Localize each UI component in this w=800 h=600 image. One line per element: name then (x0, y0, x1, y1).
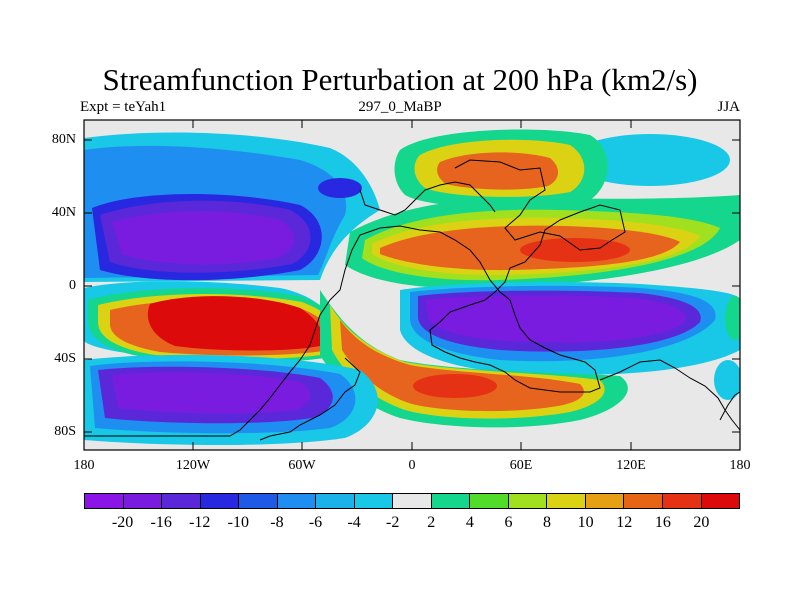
x-label-180w: 180 (73, 458, 95, 473)
colorbar-segment (585, 494, 625, 508)
colorbar-label: -20 (111, 514, 134, 531)
colorbar-label: 8 (543, 514, 552, 531)
colorbar-segment (239, 494, 278, 508)
x-label-120w: 120W (175, 458, 211, 473)
contour-violet-south (425, 295, 686, 343)
contour-red-north (520, 238, 630, 262)
colorbar-segment (547, 494, 586, 508)
colorbar-segment (162, 494, 201, 508)
outline-australia (599, 359, 741, 431)
colorbar-label: 10 (577, 514, 594, 531)
continent-outlines (84, 159, 741, 441)
contour-violet-north (112, 211, 295, 265)
colorbar-segment (393, 494, 432, 508)
plot-title: Streamfunction Perturbation at 200 hPa (… (102, 62, 698, 97)
colorbar-label: 4 (465, 514, 474, 531)
contour-cyan-east (570, 134, 730, 186)
y-label-0: 0 (69, 278, 76, 293)
colorbar-label: 12 (616, 514, 633, 531)
y-label-40n: 40N (51, 205, 76, 220)
colorbar-label: -8 (270, 514, 284, 531)
colorbar-label: -6 (308, 514, 323, 531)
colorbar-segment (316, 494, 355, 508)
contour-orange-arctic (437, 152, 559, 190)
outline-africa-eurasia (329, 159, 626, 393)
colorbar (84, 493, 740, 509)
contour-violet-sw2 (112, 372, 311, 414)
outline-americas (84, 299, 331, 437)
x-label-0: 0 (408, 458, 416, 473)
x-label-60w: 60W (288, 458, 316, 473)
outline-north-america (359, 181, 496, 216)
contour-green-east (725, 296, 740, 340)
y-ticks (84, 139, 740, 433)
colorbar-label: 2 (427, 514, 436, 531)
colorbar-label: -12 (189, 514, 211, 531)
colorbar-segment (431, 494, 471, 508)
colorbar-label: 20 (693, 514, 710, 531)
x-label-120e: 120E (616, 458, 646, 473)
colorbar-label: -4 (347, 514, 361, 531)
colorbar-label: -16 (150, 514, 172, 531)
y-label-80s: 80S (54, 424, 76, 439)
contour-blue-small (318, 178, 362, 198)
colorbar-segment (701, 494, 740, 508)
colorbar-segment (508, 494, 548, 508)
season-label: JJA (717, 99, 740, 115)
x-label-60e: 60E (509, 458, 533, 473)
y-label-40s: 40S (54, 351, 76, 366)
colorbar-segment (85, 494, 124, 508)
colorbar-segment (470, 494, 509, 508)
colorbar-segment (277, 494, 317, 508)
colorbar-segment (662, 494, 702, 508)
contour-red-wave (413, 374, 497, 398)
contour-cyan-east2 (714, 360, 740, 400)
colorbar-label: 16 (654, 514, 671, 531)
outline-antarctic (719, 391, 741, 421)
x-label-180e: 180 (729, 458, 751, 473)
colorbar-segment (354, 494, 394, 508)
x-ticks (83, 120, 741, 450)
experiment-label: Expt = teYah1 (80, 99, 167, 115)
contour-red-sw (147, 296, 323, 351)
colorbar-label: -2 (386, 514, 400, 531)
y-label-80n: 80N (51, 132, 76, 147)
colorbar-segment (123, 494, 163, 508)
contour-fields (84, 129, 740, 445)
colorbar-label: 6 (504, 514, 513, 531)
colorbar-segment (200, 494, 240, 508)
outline-south-america-east (259, 357, 361, 441)
period-label: 297_0_MaBP (358, 99, 442, 115)
colorbar-label: -10 (227, 514, 249, 531)
colorbar-segment (624, 494, 663, 508)
contour-orange-wave (340, 320, 584, 412)
